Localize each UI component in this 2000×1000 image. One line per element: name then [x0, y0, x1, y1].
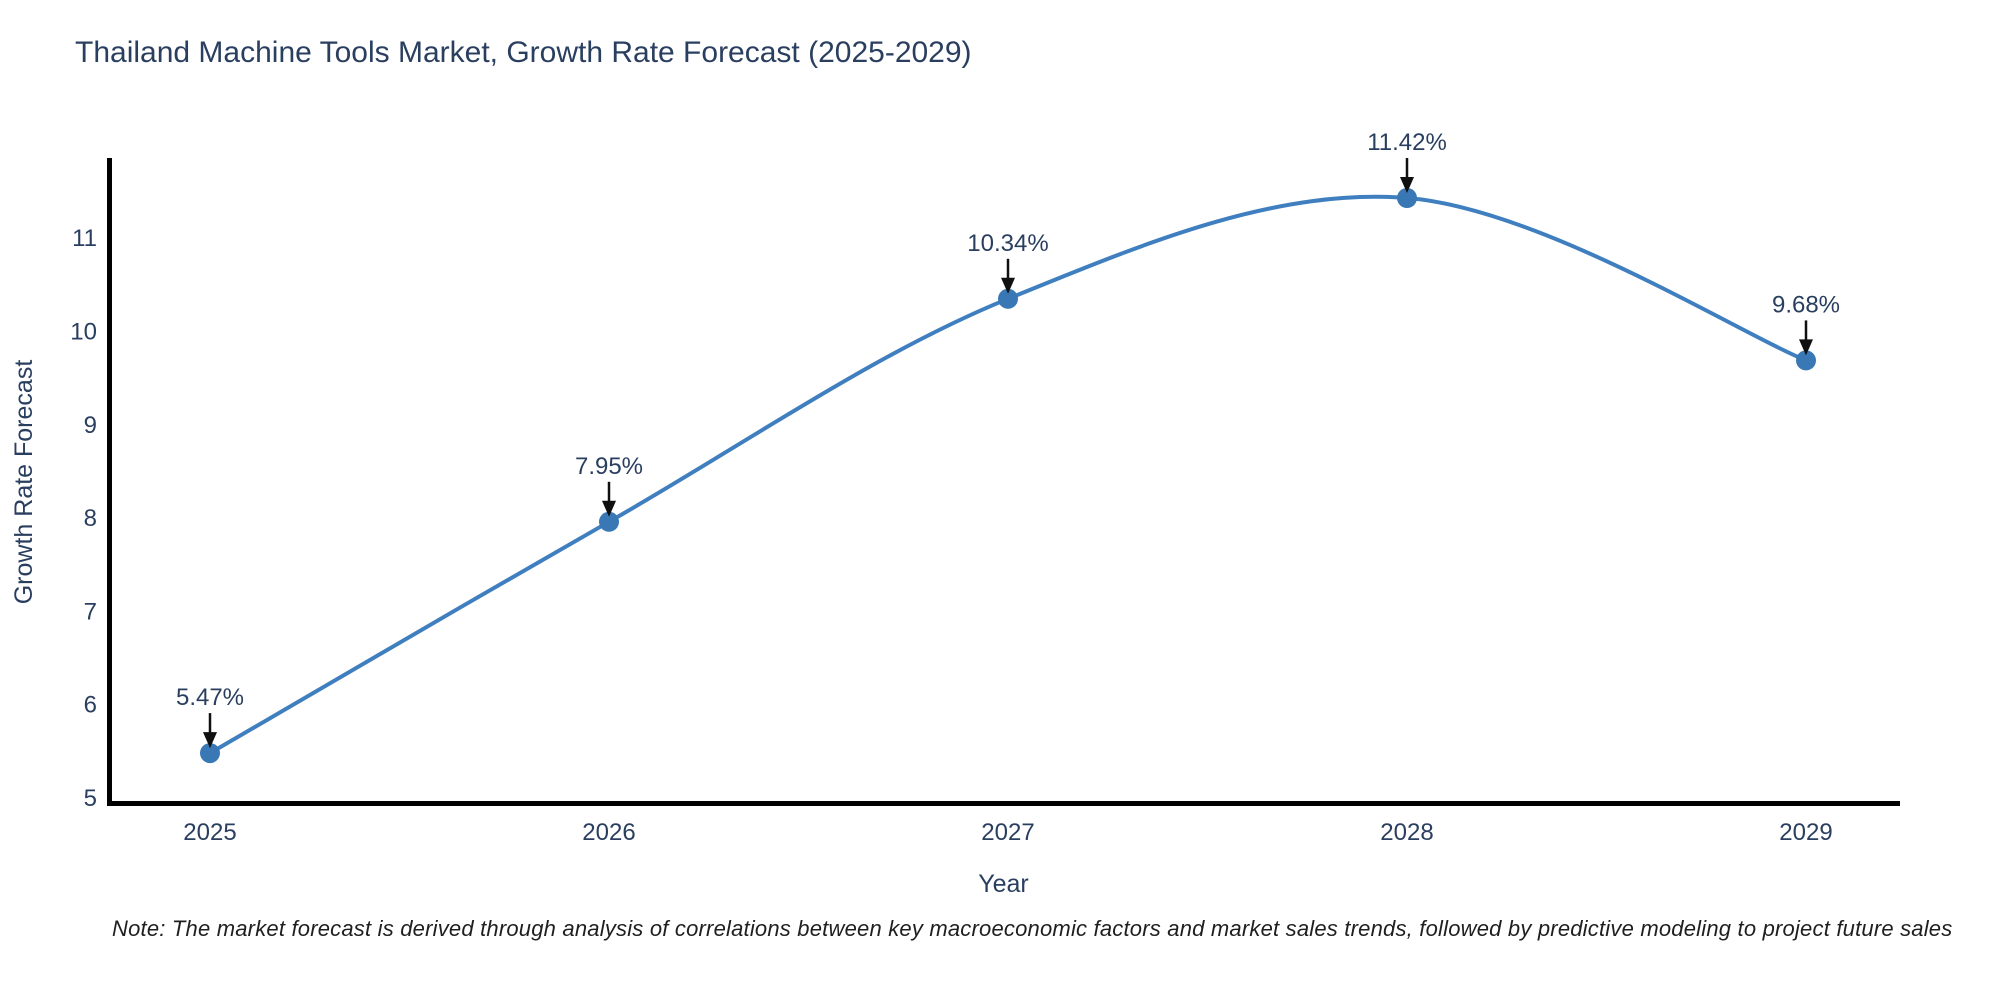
- chart-title: Thailand Machine Tools Market, Growth Ra…: [75, 36, 972, 69]
- y-tick-label: 7: [84, 598, 97, 625]
- x-tick-label: 2026: [582, 819, 635, 846]
- y-tick-label: 9: [84, 412, 97, 439]
- y-axis-title: Growth Rate Forecast: [10, 360, 38, 605]
- annotation-arrowhead-icon: [1400, 177, 1414, 193]
- x-axis-line: [107, 801, 1900, 806]
- data-point-marker[interactable]: [998, 288, 1018, 309]
- y-tick-label: 8: [84, 505, 97, 532]
- data-point-marker[interactable]: [1796, 350, 1816, 371]
- chart-footnote: Note: The market forecast is derived thr…: [112, 916, 1953, 941]
- annotation-arrowhead-icon: [203, 732, 217, 749]
- y-tick-label: 5: [84, 785, 97, 812]
- y-tick-label: 11: [72, 225, 97, 252]
- data-point-label: 5.47%: [176, 684, 244, 711]
- x-axis-title: Year: [978, 870, 1029, 898]
- data-point-label: 7.95%: [575, 453, 643, 480]
- x-tick-label: 2027: [981, 819, 1034, 846]
- data-point-label: 10.34%: [967, 230, 1048, 257]
- annotation-arrowhead-icon: [1799, 339, 1813, 356]
- data-point-label: 11.42%: [1367, 129, 1447, 156]
- annotation-arrowhead-icon: [1001, 277, 1015, 294]
- y-axis-line: [107, 158, 112, 806]
- data-point-marker[interactable]: [200, 743, 220, 764]
- x-tick-label: 2028: [1380, 819, 1433, 846]
- data-point-marker[interactable]: [1397, 188, 1417, 208]
- x-tick-label: 2029: [1779, 819, 1832, 846]
- x-tick-label: 2025: [183, 819, 236, 846]
- data-point-label: 9.68%: [1772, 291, 1840, 318]
- y-tick-label: 6: [84, 692, 97, 719]
- data-point-marker[interactable]: [599, 511, 619, 532]
- annotation-arrowhead-icon: [602, 500, 616, 517]
- y-tick-label: 10: [70, 319, 97, 346]
